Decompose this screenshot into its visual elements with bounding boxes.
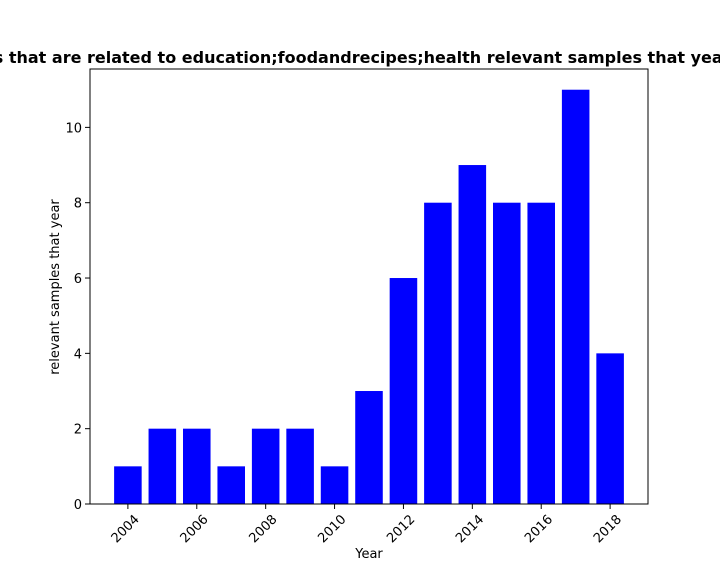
- y-tick-label: 0: [74, 498, 82, 513]
- x-tick-label: 2010: [315, 512, 349, 546]
- bar-2015: [493, 202, 521, 504]
- y-tick-label: 2: [74, 423, 82, 438]
- bar-2012: [389, 278, 418, 504]
- bar-2013: [424, 202, 452, 504]
- bar-2016: [527, 202, 555, 504]
- bar-2005: [148, 428, 177, 504]
- y-axis-label: relevant samples that year: [48, 199, 63, 375]
- y-tick-label: 10: [65, 121, 82, 136]
- x-tick-label: 2008: [246, 512, 280, 546]
- bar-2006: [183, 428, 211, 504]
- x-tick-label: 2012: [384, 512, 418, 546]
- bar-2017: [561, 89, 590, 504]
- y-axis-ticks: 0 2 4 6 8 10: [65, 121, 90, 513]
- x-tick-label: 2004: [109, 512, 143, 546]
- bar-2014: [458, 165, 487, 505]
- bar-2011: [355, 391, 383, 504]
- bars-group: [114, 89, 624, 505]
- x-tick-label: 2018: [591, 512, 625, 546]
- plot-area-frame: [89, 68, 649, 505]
- bar-2004: [114, 466, 142, 504]
- bar-2018: [596, 353, 624, 504]
- x-tick-label: 2006: [178, 512, 212, 546]
- y-tick-label: 4: [74, 347, 82, 362]
- bar-2008: [251, 428, 280, 504]
- bar-2009: [286, 428, 314, 504]
- bar-2007: [217, 466, 245, 504]
- x-axis-ticks: 2004 2006 2008 2010 2012 2014 2016 2018: [109, 504, 625, 546]
- x-tick-label: 2014: [453, 512, 487, 546]
- x-axis-label: Year: [354, 547, 383, 562]
- y-tick-label: 8: [74, 197, 82, 212]
- y-tick-label: 6: [74, 272, 82, 287]
- x-tick-label: 2016: [522, 512, 556, 546]
- chart-title: Number of papers that are related to edu…: [0, 48, 720, 67]
- bar-2010: [320, 466, 349, 504]
